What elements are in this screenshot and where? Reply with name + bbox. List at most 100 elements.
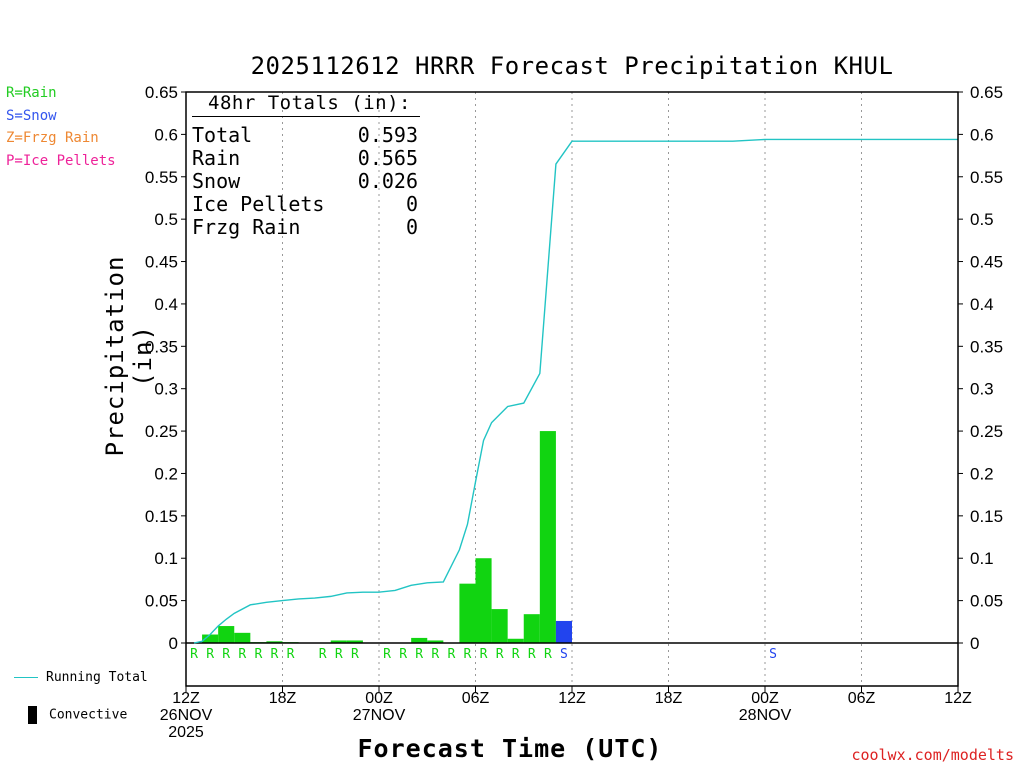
y-tick-label-left: 0.25: [145, 422, 178, 441]
y-tick-label-right: 0: [970, 634, 979, 653]
y-tick-label-right: 0.55: [970, 168, 1003, 187]
precip-type-label: R: [319, 647, 327, 662]
totals-title: 48hr Totals (in):: [208, 92, 411, 114]
totals-value: 0.026: [357, 169, 418, 193]
x-tick-label: 00Z: [751, 690, 779, 707]
y-tick-label-right: 0.4: [970, 295, 994, 314]
convective-swatch: [28, 706, 37, 724]
y-tick-label-left: 0.45: [145, 253, 178, 272]
totals-row-frzg-rain: Frzg Rain 0: [192, 216, 432, 239]
legend-rain: R=Rain: [6, 85, 57, 101]
precip-type-legend: R=Rain S=Snow Z=Frzg Rain P=Ice Pellets: [6, 82, 116, 172]
precip-type-label: R: [399, 647, 407, 662]
y-tick-label-left: 0: [169, 634, 178, 653]
precip-type-label: R: [464, 647, 472, 662]
precip-type-label: R: [431, 647, 439, 662]
y-axis-label: Precipitation (in): [101, 255, 157, 457]
totals-label: Ice Pellets: [192, 192, 325, 216]
precip-type-label: S: [560, 647, 568, 662]
totals-row-rain: Rain 0.565: [192, 147, 432, 170]
y-tick-label-right: 0.6: [970, 125, 994, 144]
x-tick-label: 06Z: [848, 690, 876, 707]
y-tick-label-left: 0.15: [145, 507, 178, 526]
legend-frzg-rain: Z=Frzg Rain: [6, 130, 99, 146]
precip-bar: [234, 632, 251, 643]
y-tick-label-right: 0.3: [970, 380, 994, 399]
y-tick-label-right: 0.25: [970, 422, 1003, 441]
y-tick-label-left: 0.5: [154, 210, 178, 229]
totals-label: Snow: [192, 169, 241, 193]
precip-type-label: R: [222, 647, 230, 662]
precip-bar: [346, 640, 363, 643]
x-tick-label: 2025: [168, 724, 204, 741]
x-tick-label: 27NOV: [353, 707, 406, 724]
precip-type-label: R: [447, 647, 455, 662]
x-tick-label: 18Z: [655, 690, 683, 707]
totals-label: Rain: [192, 146, 241, 170]
y-tick-label-right: 0.65: [970, 83, 1003, 102]
running-total-line: [193, 138, 958, 644]
y-tick-label-right: 0.2: [970, 464, 994, 483]
running-total-legend: Running Total: [14, 670, 148, 685]
totals-row-ice-pellets: Ice Pellets 0: [192, 193, 432, 216]
totals-box: 48hr Totals (in): Total 0.593 Rain 0.565 S…: [192, 92, 432, 239]
x-tick-label: 28NOV: [739, 707, 792, 724]
totals-value: 0: [405, 192, 418, 216]
precip-bar: [491, 609, 508, 643]
x-tick-label: 12Z: [172, 690, 200, 707]
precip-type-label: R: [415, 647, 423, 662]
totals-value: 0.593: [357, 123, 418, 147]
totals-value: 0: [405, 215, 418, 239]
x-tick-label: 26NOV: [160, 707, 213, 724]
totals-rows: Total 0.593 Rain 0.565 Snow 0.026 Ice Pelle…: [192, 124, 432, 239]
y-tick-label-left: 0.35: [145, 337, 178, 356]
y-tick-label-right: 0.5: [970, 210, 994, 229]
precip-type-label: R: [480, 647, 488, 662]
y-tick-label-right: 0.35: [970, 337, 1003, 356]
y-tick-label-right: 0.15: [970, 507, 1003, 526]
y-tick-label-left: 0.1: [154, 549, 178, 568]
precip-type-label: R: [351, 647, 359, 662]
y-tick-label-right: 0.1: [970, 549, 994, 568]
legend-ice-pellets: P=Ice Pellets: [6, 152, 116, 169]
running-total-legend-label: Running Total: [46, 670, 148, 685]
convective-legend-label: Convective: [49, 707, 128, 723]
precip-bar: [202, 634, 219, 643]
x-tick-label: 12Z: [944, 690, 972, 707]
x-tick-label: 18Z: [269, 690, 297, 707]
precip-type-label: R: [335, 647, 343, 662]
precip-type-label: R: [544, 647, 552, 662]
totals-label: Total: [192, 123, 253, 147]
precip-bar: [411, 637, 428, 643]
totals-value: 0.565: [357, 146, 418, 170]
y-tick-label-left: 0.2: [154, 464, 178, 483]
precip-type-label: R: [254, 647, 262, 662]
precip-bar: [507, 638, 524, 643]
totals-row-total: Total 0.593: [192, 124, 432, 147]
x-tick-label: 00Z: [365, 690, 393, 707]
running-total-swatch: [14, 677, 38, 678]
precip-type-label: S: [769, 647, 777, 662]
precip-bar: [427, 640, 444, 643]
precip-bar: [539, 431, 556, 643]
x-axis-label: Forecast Time (UTC): [357, 734, 663, 763]
y-tick-label-left: 0.05: [145, 592, 178, 611]
site-credit: coolwx.com/modelts: [851, 746, 1014, 764]
precip-type-label: R: [206, 647, 214, 662]
precip-bar: [523, 614, 540, 643]
precip-type-label: R: [496, 647, 504, 662]
x-tick-label: 06Z: [462, 690, 490, 707]
precip-type-label: R: [512, 647, 520, 662]
precip-bar: [555, 620, 572, 643]
totals-row-snow: Snow 0.026: [192, 170, 432, 193]
precip-type-label: R: [238, 647, 246, 662]
y-tick-label-right: 0.05: [970, 592, 1003, 611]
legend-snow: S=Snow: [6, 107, 57, 124]
precip-bar: [330, 640, 347, 643]
totals-underline: [192, 116, 420, 117]
x-tick-label: 12Z: [558, 690, 586, 707]
precip-bar: [218, 626, 235, 643]
precip-type-label: R: [190, 647, 198, 662]
y-tick-label-left: 0.6: [154, 125, 178, 144]
